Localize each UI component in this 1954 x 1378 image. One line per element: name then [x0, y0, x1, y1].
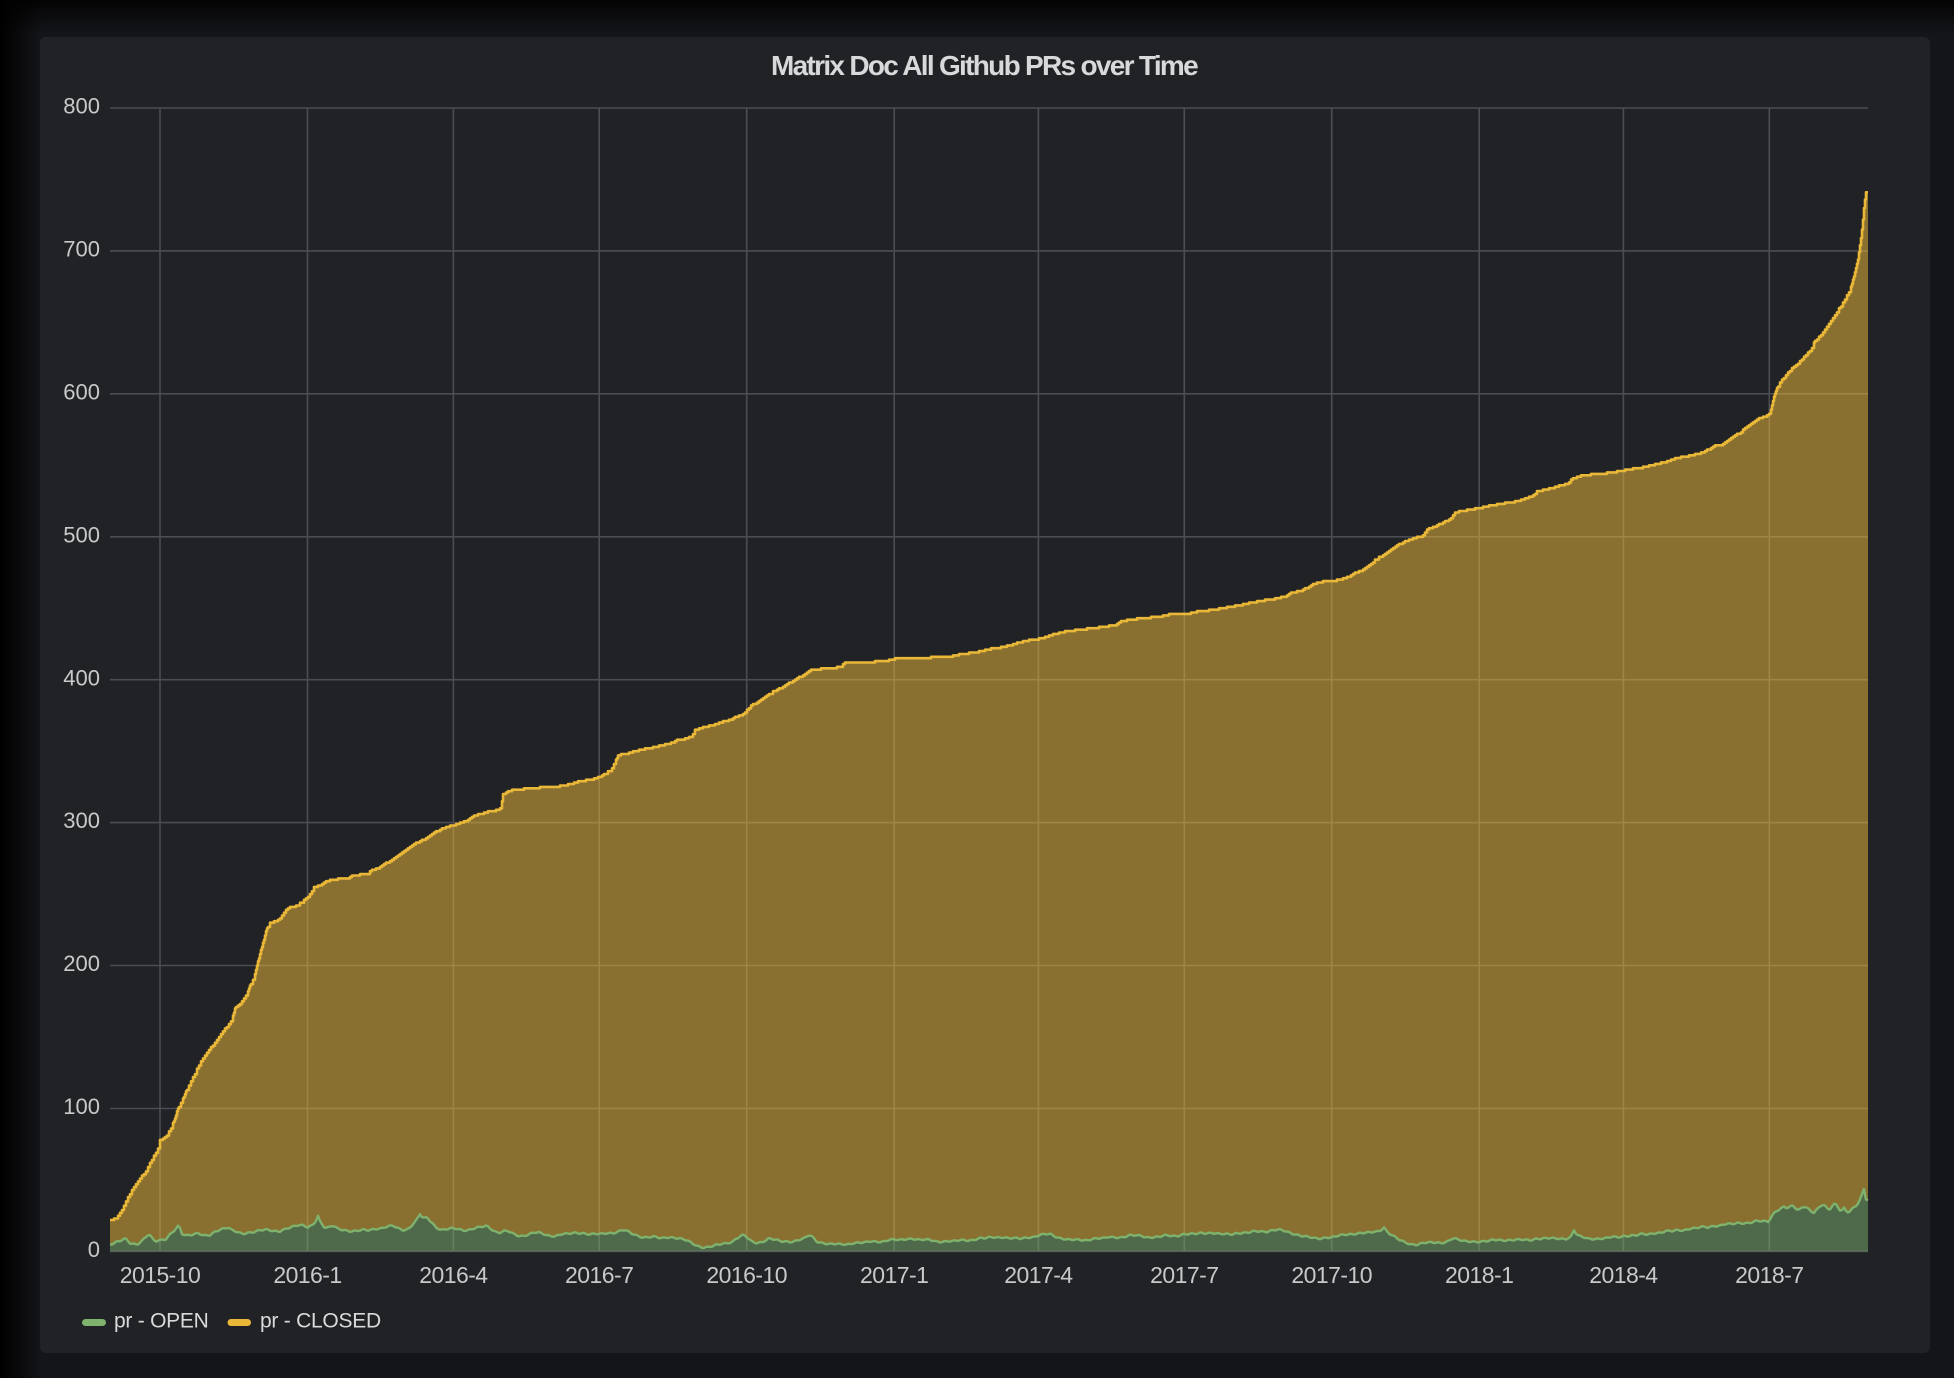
- svg-text:2016-7: 2016-7: [565, 1262, 633, 1288]
- svg-text:2017-7: 2017-7: [1150, 1262, 1218, 1288]
- svg-text:2017-1: 2017-1: [860, 1262, 928, 1288]
- svg-text:600: 600: [63, 379, 100, 404]
- svg-text:pr - CLOSED: pr - CLOSED: [260, 1310, 381, 1333]
- svg-text:200: 200: [63, 951, 100, 976]
- svg-text:800: 800: [63, 94, 100, 119]
- svg-text:300: 300: [63, 808, 100, 833]
- svg-text:2016-4: 2016-4: [419, 1262, 488, 1288]
- svg-text:700: 700: [63, 237, 100, 262]
- svg-text:2018-4: 2018-4: [1589, 1262, 1658, 1288]
- svg-text:2016-10: 2016-10: [706, 1262, 787, 1288]
- svg-text:100: 100: [63, 1094, 100, 1119]
- svg-text:500: 500: [63, 522, 100, 547]
- svg-text:2018-1: 2018-1: [1445, 1262, 1513, 1288]
- svg-text:2015-10: 2015-10: [120, 1262, 201, 1288]
- svg-text:pr - OPEN: pr - OPEN: [114, 1310, 209, 1333]
- svg-text:2017-10: 2017-10: [1291, 1262, 1372, 1288]
- svg-text:0: 0: [88, 1237, 100, 1262]
- svg-text:2017-4: 2017-4: [1004, 1262, 1073, 1288]
- svg-text:400: 400: [63, 665, 100, 690]
- svg-text:2018-7: 2018-7: [1735, 1262, 1803, 1288]
- svg-text:Matrix Doc All Github PRs over: Matrix Doc All Github PRs over Time: [771, 50, 1198, 81]
- svg-text:2016-1: 2016-1: [273, 1262, 341, 1288]
